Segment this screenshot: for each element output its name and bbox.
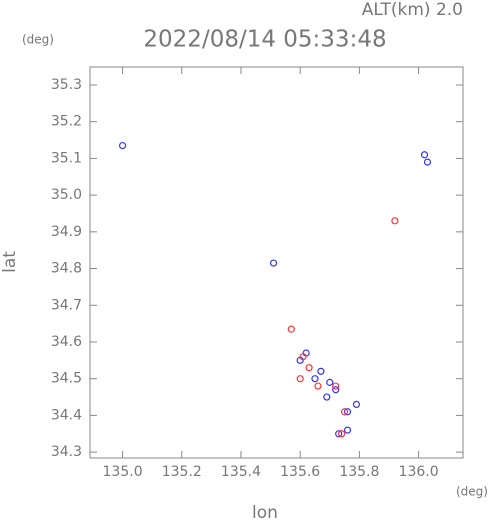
- x-tick-label: 136.0: [399, 464, 439, 480]
- echo-point: [343, 426, 352, 434]
- y-tick-label: 34.5: [51, 371, 82, 387]
- plot-frame: [89, 66, 464, 459]
- y-tick-label: 35.1: [51, 150, 82, 166]
- x-axis-label: lon: [252, 503, 278, 521]
- echo-point: [305, 364, 313, 372]
- echo-point: [323, 393, 331, 401]
- echo-point: [317, 367, 325, 375]
- x-tick-label: 135.8: [339, 464, 379, 480]
- y-tick-label: 34.4: [51, 407, 82, 423]
- y-tick-label: 34.6: [51, 334, 82, 350]
- echo-point: [311, 375, 319, 383]
- echo-point: [332, 382, 340, 390]
- x-tick-label: 135.2: [162, 464, 202, 480]
- x-tick-label: 135.0: [103, 464, 143, 480]
- echo-point: [335, 430, 343, 438]
- echo-point: [118, 141, 127, 150]
- echo-point: [332, 386, 340, 394]
- y-tick-label: 34.8: [51, 261, 82, 277]
- x-unit: (deg): [456, 485, 488, 499]
- echo-point: [423, 158, 432, 166]
- y-tick-label: 34.3: [51, 444, 82, 460]
- y-tick-label: 34.7: [51, 297, 82, 313]
- echo-point: [314, 382, 322, 390]
- echo-point: [296, 375, 304, 383]
- echo-point: [299, 353, 307, 361]
- echo-point: [352, 400, 361, 408]
- echo-point: [391, 217, 399, 225]
- altitude-label: ALT(km) 2.0: [362, 0, 463, 20]
- y-tick-label: 35.2: [51, 114, 82, 130]
- echo-point: [287, 325, 295, 333]
- echo-point: [338, 430, 346, 438]
- x-tick-label: 135.6: [280, 464, 320, 480]
- echo-point: [340, 408, 349, 416]
- y-axis-label: lat: [0, 251, 20, 273]
- y-tick-label: 34.9: [51, 224, 82, 240]
- y-tick-label: 35.3: [51, 77, 82, 93]
- chart-title: 2022/08/14 05:33:48: [143, 27, 386, 53]
- x-tick-label: 135.4: [221, 464, 261, 480]
- y-unit: (deg): [22, 33, 54, 47]
- echo-point: [343, 408, 352, 416]
- echo-point: [326, 378, 334, 386]
- echo-point: [269, 259, 278, 267]
- echo-point: [420, 151, 429, 159]
- y-tick-label: 35.0: [51, 187, 82, 203]
